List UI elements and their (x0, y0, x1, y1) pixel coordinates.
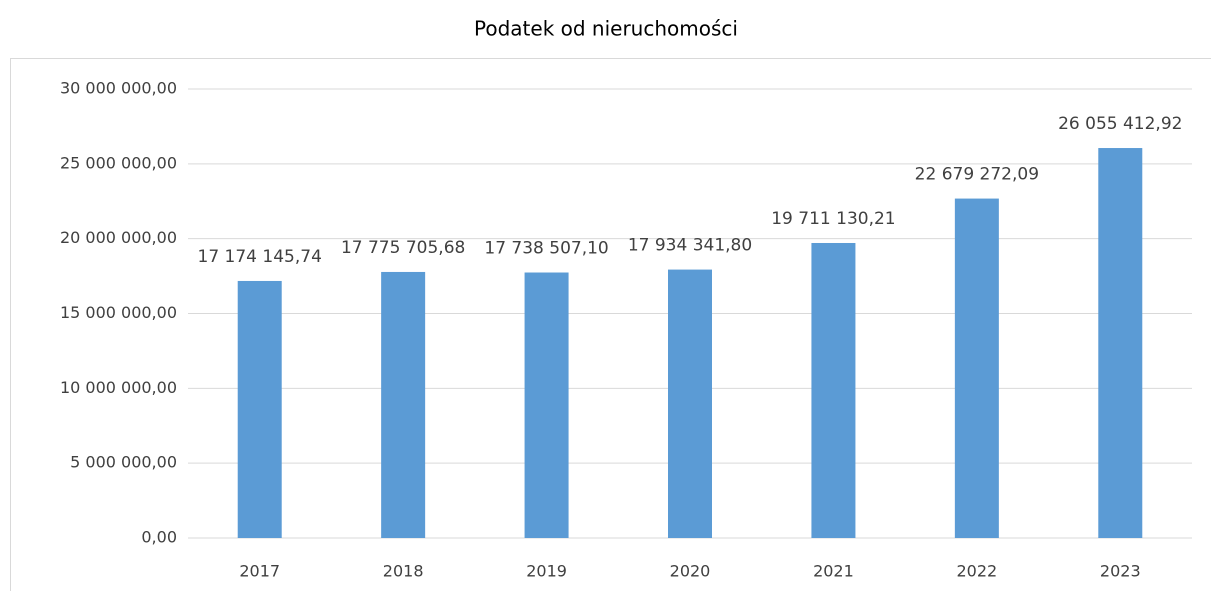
x-tick-label: 2021 (813, 562, 854, 581)
y-tick-label: 30 000 000,00 (60, 79, 177, 98)
y-tick-label: 15 000 000,00 (60, 303, 177, 322)
bar (237, 280, 282, 538)
x-tick-label: 2020 (670, 562, 711, 581)
bar (668, 269, 712, 538)
y-tick-label: 5 000 000,00 (70, 453, 177, 472)
y-tick-label: 20 000 000,00 (60, 228, 177, 247)
data-label: 17 174 145,74 (198, 247, 322, 267)
bar (524, 272, 569, 538)
data-label: 26 055 412,92 (1058, 114, 1182, 134)
x-tick-label: 2019 (526, 562, 567, 581)
x-tick-label: 2017 (239, 562, 280, 581)
data-label: 19 711 130,21 (771, 209, 895, 229)
bar (1098, 148, 1143, 538)
y-tick-label: 25 000 000,00 (60, 153, 177, 172)
y-tick-label: 10 000 000,00 (60, 378, 177, 397)
data-label: 17 934 341,80 (628, 236, 752, 256)
chart-frame (10, 58, 1211, 591)
data-label: 17 738 507,10 (484, 239, 608, 259)
y-tick-label: 0,00 (141, 528, 177, 547)
bar (381, 271, 426, 538)
data-label: 22 679 272,09 (915, 165, 1039, 185)
x-tick-label: 2022 (956, 562, 997, 581)
bar (811, 242, 856, 538)
chart-title: Podatek od nieruchomości (474, 17, 738, 41)
x-tick-label: 2023 (1100, 562, 1141, 581)
x-tick-label: 2018 (383, 562, 424, 581)
bar (954, 198, 999, 538)
data-label: 17 775 705,68 (341, 238, 465, 258)
